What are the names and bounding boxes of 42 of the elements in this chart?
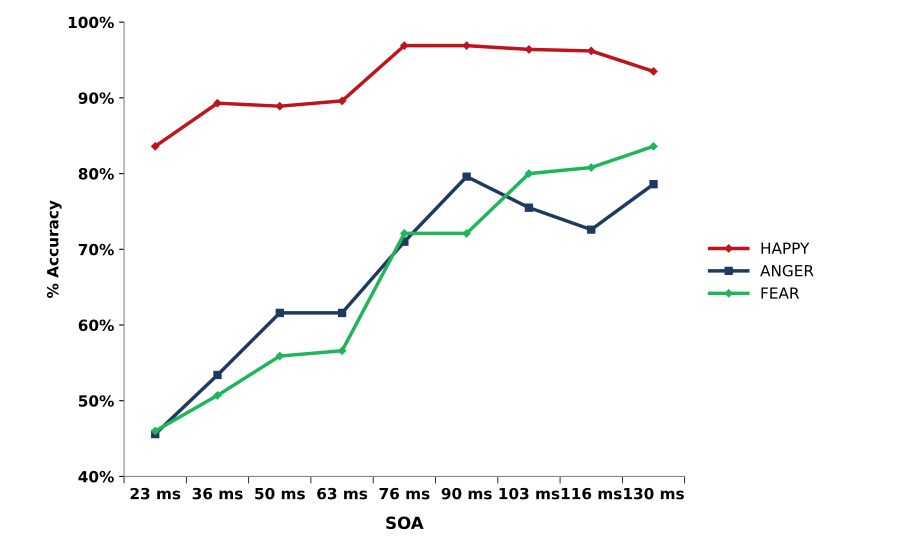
x-tick-label: 90 ms	[442, 488, 492, 500]
x-tick-label: 116 ms	[562, 488, 622, 500]
point	[213, 99, 222, 108]
point	[151, 142, 160, 150]
point	[649, 180, 658, 188]
point	[276, 352, 284, 360]
y-tick-label: 80%	[78, 168, 114, 180]
point	[587, 225, 596, 234]
legend-label: HAPPY	[762, 242, 810, 254]
x-tick-label: 130 ms	[624, 488, 684, 500]
point	[400, 229, 408, 238]
point	[151, 426, 160, 436]
y-tick-label: 40%	[78, 470, 114, 482]
x-tick-label: 76 ms	[380, 488, 430, 500]
point	[462, 172, 471, 181]
point	[524, 203, 534, 212]
x-axis-title: SOA	[386, 516, 424, 530]
x-tick-label: 103 ms	[500, 488, 560, 500]
point	[587, 46, 596, 56]
y-tick-label: 60%	[78, 319, 114, 332]
point	[462, 229, 471, 238]
x-tick-label: 23 ms	[130, 488, 180, 500]
point	[649, 142, 658, 150]
point	[213, 391, 222, 400]
y-tick-label: 50%	[78, 395, 114, 407]
x-tick-label: 63 ms	[317, 488, 368, 500]
y-tick-label: 90%	[78, 92, 114, 104]
legend-label: FEAR	[762, 288, 800, 299]
legend-label: ANGER	[760, 264, 814, 276]
point	[400, 42, 408, 50]
y-tick-label: 70%	[78, 244, 114, 256]
x-tick-label: 36 ms	[192, 488, 243, 500]
y-axis-title: % Accuracy	[46, 200, 62, 298]
point	[587, 163, 596, 172]
y-tick-label: 100%	[68, 16, 114, 28]
point	[276, 308, 284, 318]
point	[276, 102, 284, 110]
x-tick-label: 50 ms	[255, 488, 305, 500]
point	[213, 370, 222, 380]
point	[338, 308, 346, 318]
point	[649, 67, 658, 76]
point	[462, 42, 471, 50]
